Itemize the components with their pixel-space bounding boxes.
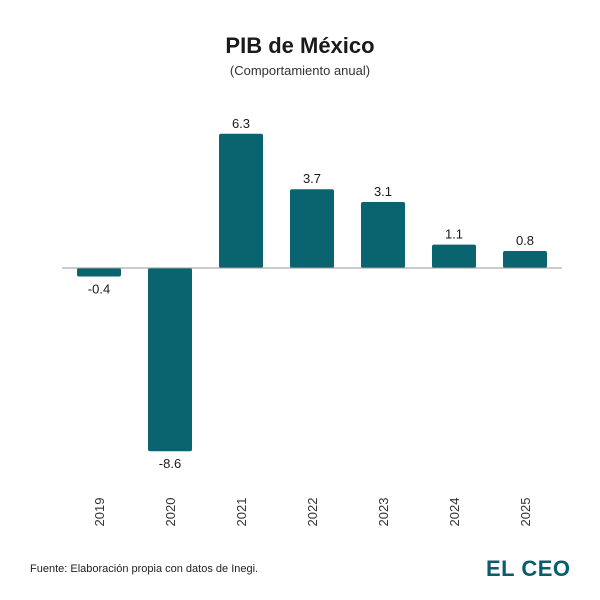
bar-2025 <box>503 251 547 268</box>
bar-2024 <box>432 244 476 268</box>
bar-2020 <box>148 268 192 452</box>
tick-label-2022: 2022 <box>305 498 320 527</box>
tick-label-2020: 2020 <box>163 498 178 527</box>
data-label-2020: -8.6 <box>159 456 181 471</box>
tick-label-2025: 2025 <box>518 498 533 527</box>
brand-logo: EL CEO <box>486 556 571 581</box>
chart-subtitle: (Comportamiento anual) <box>229 63 371 78</box>
tick-label-2021: 2021 <box>234 498 249 527</box>
tick-label-2024: 2024 <box>447 498 462 527</box>
data-label-2021: 6.3 <box>232 116 250 131</box>
bar-2021 <box>219 133 263 268</box>
bar-2022 <box>290 189 334 268</box>
tick-label-2019: 2019 <box>92 498 107 527</box>
bar-2019 <box>77 268 121 277</box>
data-label-2023: 3.1 <box>374 184 392 199</box>
tick-label-2023: 2023 <box>376 498 391 527</box>
data-label-2025: 0.8 <box>516 233 534 248</box>
data-label-2022: 3.7 <box>303 171 321 186</box>
data-label-2024: 1.1 <box>445 227 463 242</box>
source-note: Fuente: Elaboración propia con datos de … <box>30 563 259 575</box>
bar-2023 <box>361 202 405 268</box>
chart-title: PIB de México <box>225 33 375 58</box>
data-label-2019: -0.4 <box>88 282 110 297</box>
